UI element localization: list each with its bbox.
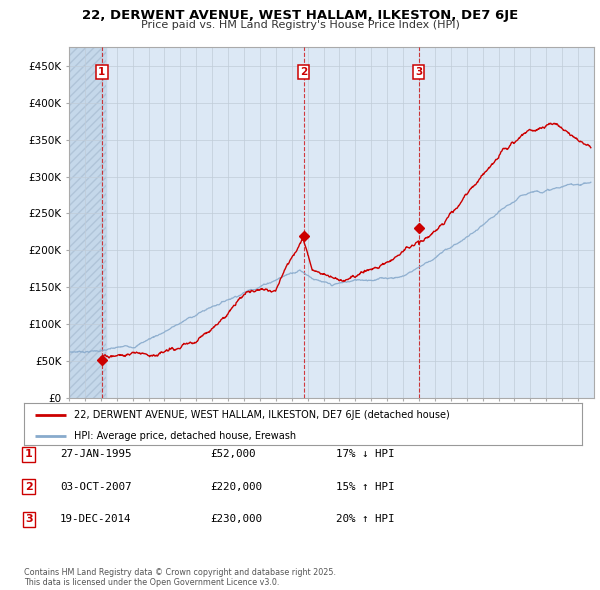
Text: £220,000: £220,000 bbox=[210, 482, 262, 491]
Text: Price paid vs. HM Land Registry's House Price Index (HPI): Price paid vs. HM Land Registry's House … bbox=[140, 20, 460, 30]
Text: 20% ↑ HPI: 20% ↑ HPI bbox=[336, 514, 395, 524]
Text: £230,000: £230,000 bbox=[210, 514, 262, 524]
Text: 1: 1 bbox=[25, 450, 32, 459]
Text: 1: 1 bbox=[98, 67, 106, 77]
Text: 03-OCT-2007: 03-OCT-2007 bbox=[60, 482, 131, 491]
Text: 22, DERWENT AVENUE, WEST HALLAM, ILKESTON, DE7 6JE (detached house): 22, DERWENT AVENUE, WEST HALLAM, ILKESTO… bbox=[74, 410, 450, 420]
Text: £52,000: £52,000 bbox=[210, 450, 256, 459]
Text: 19-DEC-2014: 19-DEC-2014 bbox=[60, 514, 131, 524]
Text: 17% ↓ HPI: 17% ↓ HPI bbox=[336, 450, 395, 459]
Text: 2: 2 bbox=[300, 67, 307, 77]
Text: Contains HM Land Registry data © Crown copyright and database right 2025.
This d: Contains HM Land Registry data © Crown c… bbox=[24, 568, 336, 587]
Text: 2: 2 bbox=[25, 482, 32, 491]
Text: 3: 3 bbox=[415, 67, 422, 77]
Polygon shape bbox=[69, 47, 106, 398]
Text: HPI: Average price, detached house, Erewash: HPI: Average price, detached house, Erew… bbox=[74, 431, 296, 441]
Text: 22, DERWENT AVENUE, WEST HALLAM, ILKESTON, DE7 6JE: 22, DERWENT AVENUE, WEST HALLAM, ILKESTO… bbox=[82, 9, 518, 22]
Text: 15% ↑ HPI: 15% ↑ HPI bbox=[336, 482, 395, 491]
Text: 27-JAN-1995: 27-JAN-1995 bbox=[60, 450, 131, 459]
Text: 3: 3 bbox=[25, 514, 32, 524]
